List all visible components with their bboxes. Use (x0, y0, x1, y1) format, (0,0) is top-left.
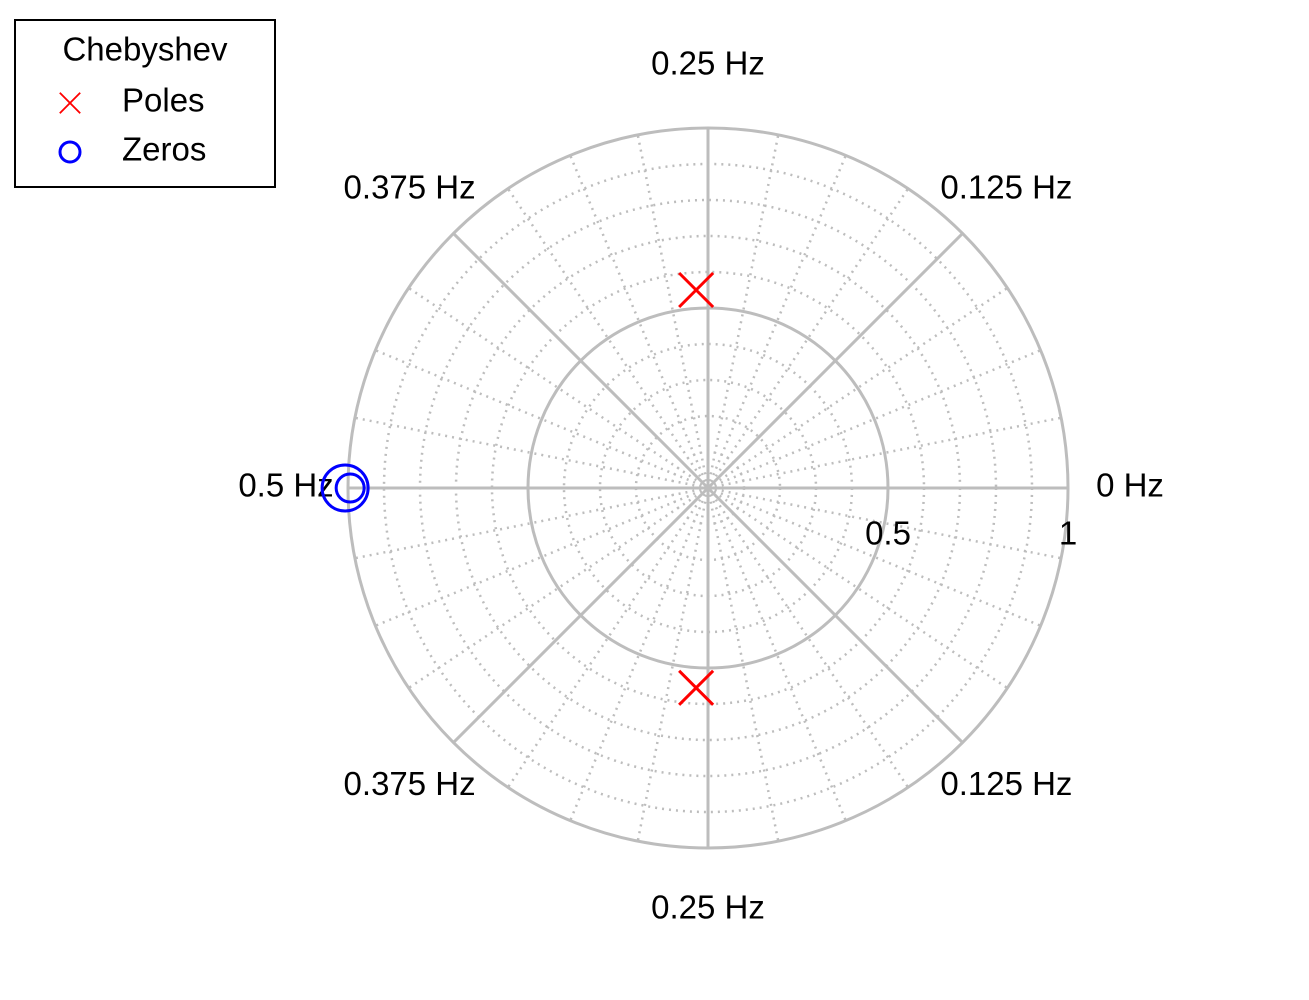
theta-tick-label: 0.375 Hz (344, 765, 476, 802)
zero-marker (320, 463, 370, 513)
legend-marker (59, 92, 81, 114)
pole-marker (678, 669, 715, 706)
r-tick-label: 0.5 (865, 515, 911, 552)
theta-tick-label: 0 Hz (1096, 467, 1164, 504)
grid-spoke (452, 486, 710, 744)
legend: Chebyshev Poles Zeros (14, 19, 276, 188)
grid-spoke (706, 232, 964, 490)
legend-label: Zeros (122, 131, 206, 168)
r-tick-label: 1 (1059, 515, 1077, 552)
theta-tick-label: 0.25 Hz (651, 45, 765, 82)
theta-tick-label: 0.125 Hz (940, 765, 1072, 802)
zero-marker (334, 472, 366, 504)
legend-title: Chebyshev (62, 31, 228, 68)
theta-tick-label: 0.125 Hz (940, 168, 1072, 205)
pole-marker (678, 271, 715, 309)
plot-marks (320, 271, 715, 706)
legend-box (14, 19, 276, 188)
legend-label: Poles (122, 82, 205, 119)
theta-tick-label: 0.375 Hz (344, 168, 476, 205)
grid-spoke (706, 486, 964, 744)
grid-spoke (452, 232, 710, 490)
legend-marker (58, 140, 82, 164)
theta-tick-label: 0.25 Hz (651, 889, 765, 926)
theta-tick-label: 0.5 Hz (238, 467, 333, 504)
polar-grid: 0.5 1 0 Hz 0.125 Hz 0.25 Hz 0.375 Hz 0.5 Hz 0.3… (238, 45, 1164, 926)
